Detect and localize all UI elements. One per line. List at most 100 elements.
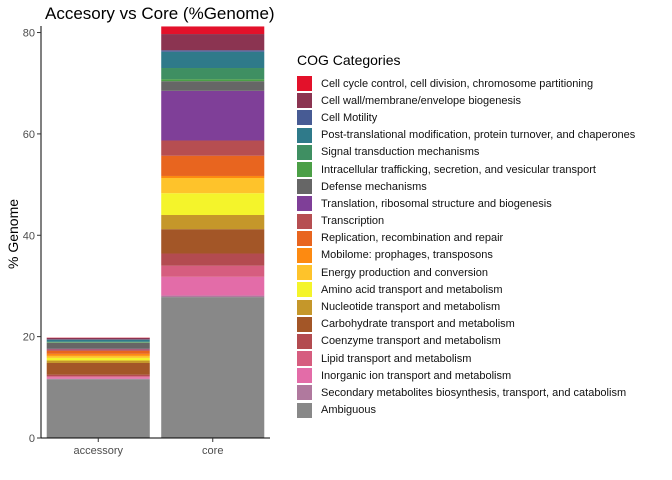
legend-label: Defense mechanisms — [321, 180, 427, 193]
legend-label: Ambiguous — [321, 404, 377, 417]
y-tick-label: 80 — [23, 28, 35, 40]
legend-swatch — [297, 230, 312, 246]
bar-segment — [46, 379, 150, 438]
y-tick-label: 60 — [23, 129, 35, 141]
bar-segment — [46, 377, 150, 379]
legend-swatch — [297, 402, 312, 418]
legend-item: Intracellular trafficking, secretion, an… — [297, 161, 635, 178]
legend-item: Replication, recombination and repair — [297, 230, 635, 247]
bar-segment — [46, 342, 150, 343]
bar-segment — [161, 214, 265, 230]
bar-segment — [46, 374, 150, 377]
x-tick-label: accessory — [73, 445, 123, 457]
legend-item: Nucleotide transport and metabolism — [297, 298, 635, 315]
bar-segment — [46, 362, 150, 375]
legend-label: Carbohydrate transport and metabolism — [321, 318, 515, 331]
legend-label: Nucleotide transport and metabolism — [321, 301, 501, 314]
legend-item: Cell Motility — [297, 109, 635, 126]
legend-swatch — [297, 316, 312, 332]
bar-segment — [46, 339, 150, 342]
bar-segment — [161, 51, 265, 69]
bar-segment — [46, 348, 150, 350]
bar-segment — [161, 253, 265, 266]
legend-label: Translation, ribosomal structure and bio… — [321, 197, 552, 210]
legend-swatch — [297, 162, 312, 178]
bar-segment — [161, 34, 265, 51]
bar-segment — [161, 229, 265, 254]
bar-segment — [161, 90, 265, 141]
legend-title: COG Categories — [297, 52, 401, 68]
legend-item: Lipid transport and metabolism — [297, 350, 635, 367]
legend-swatch — [297, 213, 312, 229]
bar-segment — [46, 350, 150, 354]
bar-segment — [46, 337, 150, 340]
legend-item: Ambiguous — [297, 402, 635, 419]
legend-label: Transcription — [321, 215, 385, 228]
legend-item: Translation, ribosomal structure and bio… — [297, 195, 635, 212]
legend-label: Cell cycle control, cell division, chrom… — [321, 77, 594, 90]
bar-segment — [46, 376, 150, 378]
chart-title: Accesory vs Core (%Genome) — [45, 4, 275, 23]
legend: COG Categories Cell cycle control, cell … — [297, 52, 635, 419]
bar-segment — [161, 68, 265, 80]
legend-item: Coenzyme transport and metabolism — [297, 333, 635, 350]
x-tick-label: core — [202, 445, 223, 457]
legend-swatch — [297, 127, 312, 143]
bar-segment — [46, 355, 150, 358]
legend-item: Transcription — [297, 213, 635, 230]
legend-swatch — [297, 93, 312, 109]
legend-label: Mobilome: prophages, transposons — [321, 249, 493, 262]
bar-segment — [161, 193, 265, 215]
legend-label: Inorganic ion transport and metabolism — [321, 369, 512, 382]
legend-swatch — [297, 76, 312, 92]
legend-label: Replication, recombination and repair — [321, 232, 504, 245]
bar-segment — [46, 357, 150, 361]
bar-segment — [161, 175, 265, 178]
bar-segment — [161, 79, 265, 82]
bar-segment — [161, 177, 265, 194]
bar-segment — [161, 155, 265, 176]
legend-swatch — [297, 110, 312, 126]
legend-label: Cell wall/membrane/envelope biogenesis — [321, 94, 521, 107]
legend-swatch — [297, 299, 312, 315]
legend-item: Carbohydrate transport and metabolism — [297, 316, 635, 333]
y-tick-label: 40 — [23, 230, 35, 242]
bar-segment — [161, 295, 265, 298]
bar-segment — [46, 349, 150, 351]
legend-label: Energy production and conversion — [321, 266, 488, 279]
bar-segment — [161, 265, 265, 277]
legend-label: Signal transduction mechanisms — [321, 146, 480, 159]
legend-item: Post-translational modification, protein… — [297, 127, 635, 144]
bar-segment — [161, 140, 265, 156]
legend-item: Amino acid transport and metabolism — [297, 281, 635, 298]
bar-segment — [46, 341, 150, 343]
bar-segment — [46, 360, 150, 363]
legend-item: Cell wall/membrane/envelope biogenesis — [297, 92, 635, 109]
bar-segment — [46, 342, 150, 349]
legend-label: Intracellular trafficking, secretion, an… — [321, 163, 596, 176]
y-tick-label: 20 — [23, 332, 35, 344]
legend-swatch — [297, 282, 312, 298]
legend-item: Secondary metabolites biosynthesis, tran… — [297, 384, 635, 401]
legend-item: Defense mechanisms — [297, 178, 635, 195]
legend-items: Cell cycle control, cell division, chrom… — [297, 75, 635, 419]
legend-label: Lipid transport and metabolism — [321, 352, 472, 365]
bar-segment — [161, 26, 265, 35]
bar-segment — [46, 378, 150, 380]
legend-label: Post-translational modification, protein… — [321, 129, 636, 142]
legend-label: Amino acid transport and metabolism — [321, 283, 503, 296]
legend-swatch — [297, 144, 312, 160]
y-tick-label: 0 — [29, 433, 35, 445]
legend-label: Cell Motility — [321, 111, 378, 124]
bar-segment — [161, 276, 265, 296]
legend-label: Secondary metabolites biosynthesis, tran… — [321, 386, 627, 399]
legend-item: Cell cycle control, cell division, chrom… — [297, 75, 635, 92]
legend-label: Coenzyme transport and metabolism — [321, 335, 501, 348]
bar-segment — [161, 50, 265, 52]
legend-item: Inorganic ion transport and metabolism — [297, 367, 635, 384]
legend-swatch — [297, 196, 312, 212]
legend-swatch — [297, 333, 312, 349]
legend-swatch — [297, 368, 312, 384]
legend-swatch — [297, 247, 312, 263]
